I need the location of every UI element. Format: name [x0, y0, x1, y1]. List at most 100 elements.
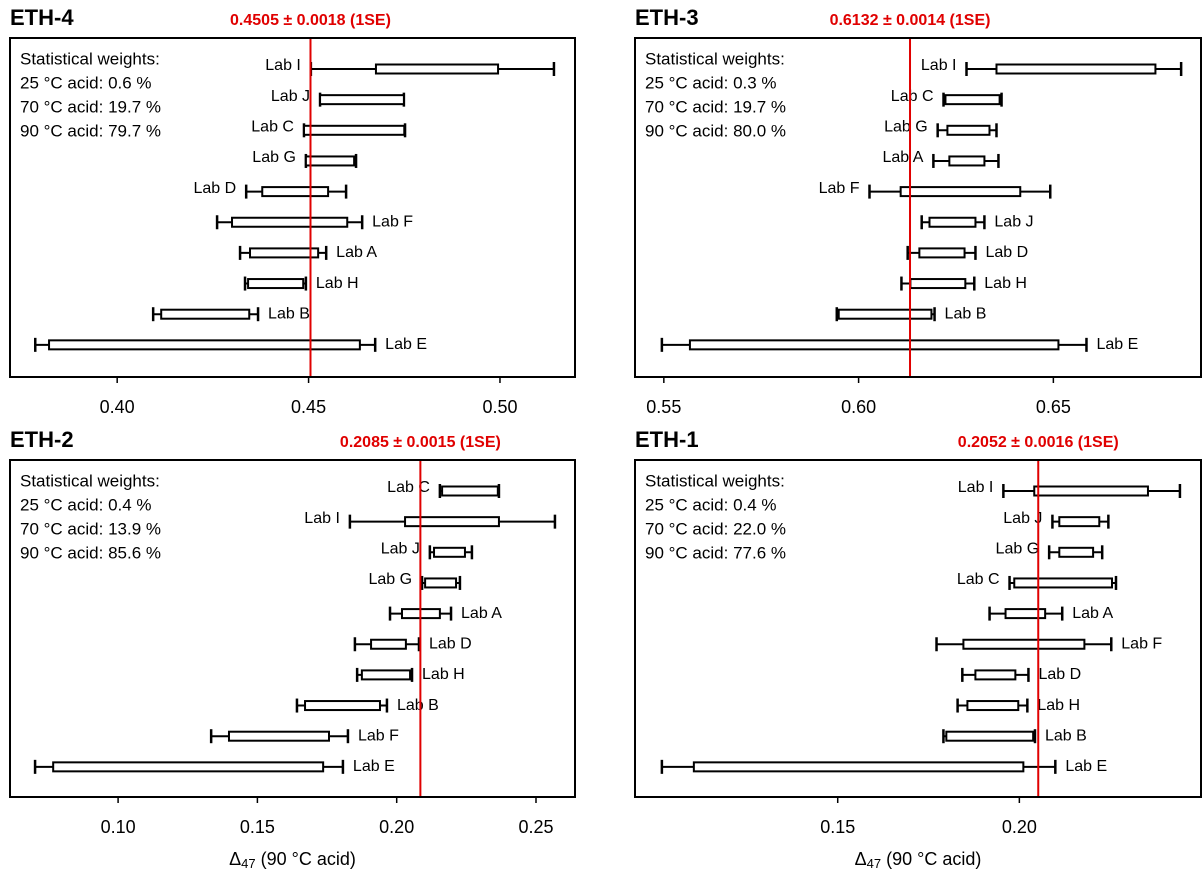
mean-label: 0.2085 ± 0.0015 (1SE) [340, 434, 501, 451]
box [945, 730, 1035, 742]
lab-label: Lab E [353, 758, 395, 775]
lab-label: Lab B [397, 697, 439, 714]
box [227, 730, 330, 742]
lab-label: Lab H [984, 275, 1027, 292]
box [370, 638, 407, 650]
box [974, 669, 1017, 681]
x-axis-label: Δ47 (90 °C acid) [855, 849, 982, 872]
lab-label: Lab C [957, 571, 1000, 588]
box [302, 124, 406, 136]
x-axis-subscript: 47 [867, 856, 881, 871]
box [304, 155, 356, 167]
x-axis-subscript: 47 [241, 856, 255, 871]
weights-line: 70 °C acid: 22.0 % [645, 519, 786, 538]
lab-label: Lab H [316, 275, 359, 292]
x-tick-label: 0.65 [1036, 397, 1071, 417]
lab-label: Lab G [368, 571, 412, 588]
box [160, 308, 251, 320]
lab-label: Lab I [304, 510, 340, 527]
x-tick-label: 0.40 [100, 397, 135, 417]
box [688, 339, 1060, 351]
box [1058, 516, 1101, 528]
box [899, 186, 1022, 198]
x-tick-label: 0.25 [518, 817, 553, 837]
lab-label: Lab E [1096, 336, 1138, 353]
weights-line: 25 °C acid: 0.6 % [20, 73, 152, 92]
box [249, 247, 320, 259]
box [48, 339, 361, 351]
panel-title: ETH-4 [10, 5, 74, 30]
x-tick-label: 0.20 [379, 817, 414, 837]
weights-title: Statistical weights: [20, 471, 160, 490]
box [1058, 546, 1095, 558]
lab-label: Lab G [252, 149, 296, 166]
box [1033, 485, 1149, 497]
box [261, 186, 330, 198]
box [928, 216, 977, 228]
plot-frame [9, 37, 576, 378]
weights-line: 70 °C acid: 19.7 % [20, 97, 161, 116]
lab-label: Lab A [461, 605, 502, 622]
lab-label: Lab D [193, 180, 236, 197]
lab-label: Lab C [891, 88, 934, 105]
lab-label: Lab H [1037, 697, 1080, 714]
box [404, 516, 500, 528]
box [319, 94, 405, 106]
lab-label: Lab H [422, 666, 465, 683]
lab-label: Lab J [271, 88, 310, 105]
box [966, 700, 1020, 712]
box [441, 485, 499, 497]
lab-label: Lab G [884, 119, 928, 136]
box [944, 94, 1001, 106]
x-axis-symbol: Δ [229, 849, 241, 869]
box [962, 638, 1086, 650]
box [247, 278, 305, 290]
box [433, 546, 466, 558]
lab-label: Lab F [1121, 635, 1162, 652]
lab-label: Lab D [985, 244, 1028, 261]
lab-label: Lab A [882, 149, 923, 166]
lab-label: Lab E [385, 336, 427, 353]
x-axis-text: (90 °C acid) [256, 849, 356, 869]
mean-label: 0.4505 ± 0.0018 (1SE) [230, 12, 391, 29]
panel-title: ETH-1 [635, 427, 699, 452]
x-tick-label: 0.10 [101, 817, 136, 837]
lab-label: Lab F [819, 180, 860, 197]
mean-label: 0.6132 ± 0.0014 (1SE) [830, 12, 991, 29]
lab-label: Lab F [358, 727, 399, 744]
box [374, 63, 500, 75]
x-tick-label: 0.60 [841, 397, 876, 417]
weights-line: 70 °C acid: 13.9 % [20, 519, 161, 538]
box [231, 216, 349, 228]
box [837, 308, 933, 320]
plot-frame [634, 459, 1202, 798]
plot-frame [9, 459, 576, 798]
lab-label: Lab D [429, 635, 472, 652]
box [692, 761, 1025, 773]
lab-label: Lab B [945, 305, 987, 322]
weights-title: Statistical weights: [645, 49, 785, 68]
weights-line: 25 °C acid: 0.4 % [645, 495, 777, 514]
box [946, 124, 991, 136]
panel-title: ETH-2 [10, 427, 74, 452]
x-tick-label: 0.45 [291, 397, 326, 417]
weights-line: 25 °C acid: 0.3 % [645, 73, 777, 92]
lab-label: Lab E [1065, 758, 1107, 775]
x-axis-text: (90 °C acid) [881, 849, 981, 869]
box [948, 155, 986, 167]
lab-label: Lab J [994, 213, 1033, 230]
weights-line: 25 °C acid: 0.4 % [20, 495, 152, 514]
lab-label: Lab J [381, 541, 420, 558]
lab-label: Lab D [1038, 666, 1081, 683]
lab-label: Lab B [268, 305, 310, 322]
weights-line: 90 °C acid: 79.7 % [20, 121, 161, 140]
x-axis-symbol: Δ [855, 849, 867, 869]
plot-frame [634, 37, 1202, 378]
lab-label: Lab I [265, 57, 301, 74]
weights-line: 90 °C acid: 77.6 % [645, 543, 786, 562]
lab-label: Lab I [958, 479, 994, 496]
lab-label: Lab A [1072, 605, 1113, 622]
box [1004, 608, 1047, 620]
weights-title: Statistical weights: [645, 471, 785, 490]
